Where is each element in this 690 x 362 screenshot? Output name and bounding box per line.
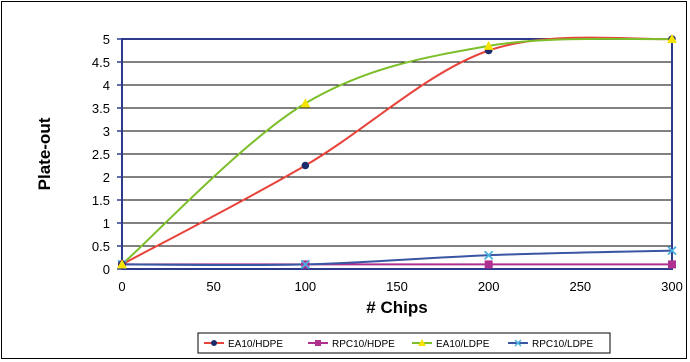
y-tick-label: 2 — [103, 170, 110, 185]
marker-circle — [301, 161, 310, 170]
series-lines — [121, 36, 673, 267]
marker-triangle — [483, 40, 494, 50]
marker-x — [300, 259, 310, 270]
legend-label: RPC10/HDPE — [332, 339, 395, 350]
y-tick-label: 3.5 — [92, 101, 110, 116]
tick-labels: 00.511.522.533.544.550 50 100 150 200 250 300 — [92, 32, 683, 294]
x-tick-label: 0 — [118, 279, 125, 294]
x-axis-title: # Chips — [366, 298, 427, 317]
legend-box — [197, 332, 611, 354]
legend-marker — [211, 340, 217, 346]
marker-triangle — [667, 34, 677, 43]
y-tick-label: 5 — [103, 32, 110, 47]
axes — [117, 38, 673, 270]
legend-marker — [514, 339, 522, 347]
series-markers — [117, 34, 677, 270]
x-tick-label: 200 — [478, 279, 500, 294]
x-tick-label: 250 — [569, 279, 591, 294]
y-tick-label: 3 — [103, 124, 110, 139]
gridlines — [122, 38, 672, 247]
x-tick-label: 150 — [386, 279, 408, 294]
legend-label: RPC10/LDPE — [532, 339, 593, 350]
y-tick-label: 4 — [103, 78, 110, 93]
y-tick-label: 1.5 — [92, 193, 110, 208]
x-tick-label: 300 — [661, 279, 683, 294]
legend: EA10/HDPE RPC10/HDPE EA10/LDPE RPC10/LDPE — [197, 332, 611, 354]
legend-label: EA10/LDPE — [436, 339, 490, 350]
y-axis-title: Plate-out — [35, 117, 54, 190]
series-line-rpc10-ldpe — [121, 249, 673, 267]
x-tick-label: 100 — [294, 279, 316, 294]
marker-x — [667, 245, 677, 256]
y-tick-label: 2.5 — [92, 147, 110, 162]
legend-marker — [315, 340, 321, 346]
legend-marker — [418, 339, 426, 346]
series-line-ea10-ldpe — [121, 37, 673, 266]
y-tick-label: 4.5 — [92, 55, 110, 70]
y-tick-label: 0 — [103, 262, 110, 277]
marker-square — [668, 260, 676, 269]
marker-triangle — [300, 98, 311, 108]
marker-triangle — [117, 259, 127, 269]
y-tick-label: 1 — [103, 216, 110, 231]
legend-label: EA10/HDPE — [228, 339, 283, 350]
marker-square — [484, 260, 493, 269]
series-line-ea10-hdpe — [121, 36, 673, 266]
y-tick-label: 0.5 — [92, 239, 110, 254]
x-tick-label: 50 — [206, 279, 220, 294]
marker-x — [484, 250, 494, 260]
